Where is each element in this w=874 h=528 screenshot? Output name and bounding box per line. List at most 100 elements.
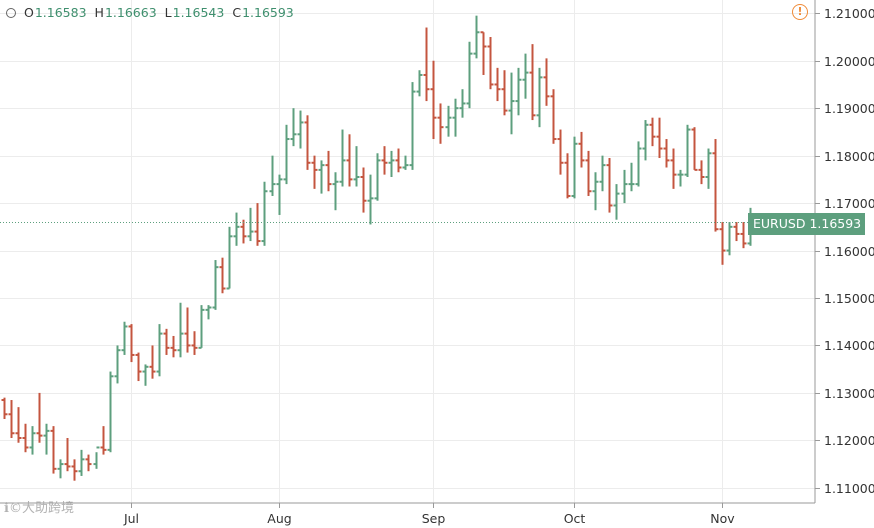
- y-tick-label: 1.12000: [824, 433, 874, 448]
- price-tag: EURUSD 1.16593: [748, 213, 866, 235]
- ohlc-bar: [459, 89, 466, 118]
- ohlc-bar: [712, 139, 719, 232]
- ohlc-bar: [487, 37, 494, 90]
- warning-circle-icon[interactable]: !: [792, 4, 808, 20]
- ohlc-bar: [184, 307, 191, 353]
- price-tag-value: 1.16593: [809, 216, 862, 231]
- ohlc-bar: [198, 305, 205, 349]
- ohlc-bars: [1, 15, 761, 481]
- ohlc-bar: [177, 302, 184, 358]
- ohlc-bar: [1, 397, 8, 420]
- ohlc-bar: [170, 335, 177, 358]
- ohlc-bar: [212, 260, 219, 310]
- ohlc-bar: [374, 153, 381, 201]
- ohlc-bar: [261, 181, 268, 246]
- ohlc-bar: [226, 226, 233, 290]
- ohlc-bar: [269, 155, 276, 196]
- ohlc-bar: [501, 70, 508, 116]
- ohlc-bar: [64, 437, 71, 472]
- ohlc-bar: [311, 155, 318, 189]
- ohlc-bar: [360, 167, 367, 213]
- ohlc-bar: [346, 134, 353, 187]
- ohlc-bar: [677, 169, 684, 187]
- ohlc-bar: [276, 174, 283, 215]
- y-tick-label: 1.19000: [824, 101, 874, 116]
- ohlc-bar: [445, 105, 452, 137]
- ohlc-bar: [304, 115, 311, 170]
- x-tick-label: Sep: [422, 511, 446, 526]
- watermark: ℹ©大助跨境: [4, 501, 74, 516]
- y-tick-label: 1.16000: [824, 244, 874, 259]
- open-label: O: [24, 5, 34, 20]
- x-tick-label: Nov: [710, 511, 735, 526]
- ohlc-bar: [191, 331, 198, 355]
- ohlc-bar: [550, 89, 557, 144]
- ohlc-bar: [57, 459, 64, 479]
- ohlc-bar: [29, 426, 36, 455]
- ohlc-bar: [494, 67, 501, 102]
- ohlc-bar: [233, 212, 240, 246]
- ohlc-bar: [733, 222, 740, 242]
- ohlc-bar: [388, 150, 395, 177]
- ohlc-bar: [599, 155, 606, 192]
- ohlc-bar: [719, 222, 726, 265]
- ohlc-bar: [163, 328, 170, 355]
- close-label: C: [232, 5, 242, 20]
- y-tick-label: 1.11000: [824, 481, 874, 496]
- ohlc-bar: [649, 117, 656, 147]
- y-tick-label: 1.13000: [824, 386, 874, 401]
- ohlc-bar: [522, 53, 529, 99]
- ohlc-bar: [515, 67, 522, 116]
- ohlc-bar: [571, 136, 578, 199]
- ohlc-bar: [381, 146, 388, 175]
- ohlc-bar: [297, 110, 304, 149]
- open-value: 1.16583: [34, 5, 87, 20]
- ohlc-bar: [121, 321, 128, 355]
- ohlc-bar: [480, 31, 487, 75]
- ohlc-bar: [606, 158, 613, 213]
- ohlc-bar: [409, 82, 416, 170]
- ohlc-bar: [332, 172, 339, 211]
- ohlc-bar: [691, 127, 698, 171]
- ohlc-bar: [15, 407, 22, 443]
- ohlc-bar: [740, 222, 747, 249]
- axis-frame: [0, 0, 816, 504]
- ohlc-bar: [416, 70, 423, 97]
- ohlc-bar: [698, 160, 705, 185]
- ohlc-bar: [452, 98, 459, 137]
- ohlc-bar: [100, 426, 107, 455]
- price-tag-symbol: EURUSD: [753, 216, 806, 231]
- ohlc-bar: [473, 15, 480, 59]
- high-value: 1.16663: [104, 5, 157, 20]
- low-value: 1.16543: [172, 5, 225, 20]
- ohlc-bar: [656, 117, 663, 159]
- ohlc-bar: [205, 305, 212, 320]
- ohlc-bar: [93, 446, 100, 469]
- ohlc-bar: [22, 423, 29, 453]
- ohlc-bar: [156, 324, 163, 377]
- ohlc-legend: O 1.16583 H 1.16663 L 1.16543 C 1.16593: [6, 5, 294, 20]
- high-label: H: [94, 5, 104, 20]
- x-tick-label: Aug: [267, 511, 291, 526]
- ohlc-bar: [135, 352, 142, 382]
- ohlc-bar: [628, 162, 635, 192]
- ohlc-bar: [529, 44, 536, 121]
- x-tick-label: Jul: [123, 511, 139, 526]
- circle-icon[interactable]: [6, 7, 16, 18]
- ohlc-bar: [663, 139, 670, 168]
- ohlc-bar: [8, 400, 15, 438]
- ohlc-bar: [283, 124, 290, 185]
- y-tick-label: 1.14000: [824, 338, 874, 353]
- ohlc-bar: [240, 219, 247, 244]
- ohlc-bar: [325, 150, 332, 192]
- ohlc-bar: [247, 207, 254, 242]
- ohlc-bar: [43, 423, 50, 455]
- close-value: 1.16593: [242, 5, 294, 20]
- ohlc-bar: [353, 146, 360, 187]
- ohlc-bar: [339, 129, 346, 187]
- ohlc-bar: [71, 459, 78, 481]
- ohlc-bar: [254, 203, 261, 246]
- ohlc-bar: [621, 169, 628, 204]
- ohlc-bar: [557, 129, 564, 175]
